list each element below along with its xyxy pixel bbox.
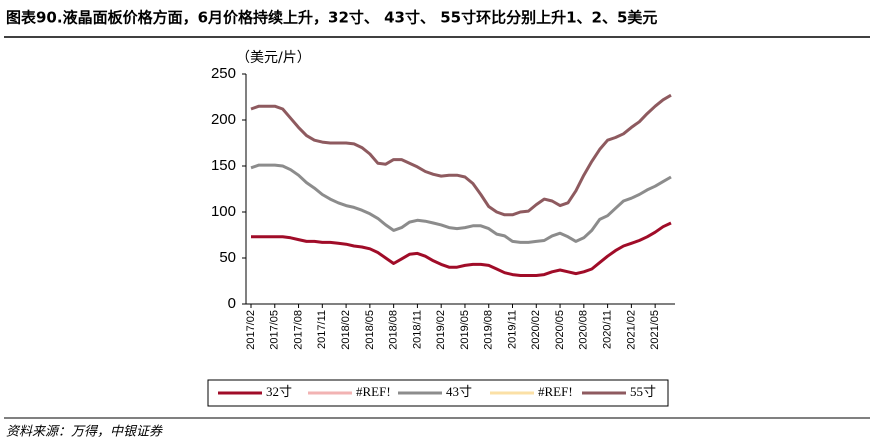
source: 资料来源：万得，中银证券 <box>6 425 163 440</box>
legend-label: 32寸 <box>266 384 292 399</box>
x-tick-label: 2018/05 <box>364 310 376 350</box>
x-tick-label: 2021/02 <box>625 310 637 350</box>
x-tick-label: 2020/08 <box>578 310 590 350</box>
y-tick-label: 250 <box>211 65 236 82</box>
legend-label: 55寸 <box>630 384 656 399</box>
y-tick-label: 150 <box>211 157 236 174</box>
series-line <box>251 221 672 277</box>
y-axis-label: （美元/片） <box>236 50 311 66</box>
x-tick-label: 2017/11 <box>316 310 328 349</box>
x-tick-label: 2017/02 <box>245 310 257 350</box>
x-tick-label: 2017/08 <box>292 310 304 350</box>
chart-title: 图表90.液晶面板价格方面，6月价格持续上升，32寸、 43寸、 55寸环比分别… <box>6 9 657 27</box>
x-tick-label: 2020/11 <box>602 310 614 349</box>
y-tick-label: 0 <box>228 295 236 312</box>
y-tick-label: 100 <box>211 203 236 220</box>
series-line <box>250 93 672 217</box>
legend-box <box>207 379 669 407</box>
x-tick-label: 2021/05 <box>649 310 661 350</box>
x-tick-label: 2020/05 <box>554 310 566 350</box>
x-tick-label: 2018/02 <box>340 310 352 350</box>
x-tick-label: 2019/05 <box>459 310 471 350</box>
y-tick-label: 50 <box>219 249 236 266</box>
legend-label: #REF! <box>356 384 391 399</box>
legend-label: #REF! <box>538 384 573 399</box>
x-tick-label: 2019/08 <box>483 310 495 350</box>
x-tick-label: 2019/11 <box>506 310 518 349</box>
x-tick-label: 2018/08 <box>388 310 400 350</box>
series-line <box>250 163 672 244</box>
x-tick-label: 2020/02 <box>530 310 542 350</box>
x-tick-label: 2018/11 <box>411 310 423 349</box>
x-tick-label: 2017/05 <box>269 310 281 350</box>
legend-label: 43寸 <box>446 384 472 399</box>
x-tick-label: 2019/02 <box>435 310 447 350</box>
y-tick-label: 200 <box>211 111 236 128</box>
